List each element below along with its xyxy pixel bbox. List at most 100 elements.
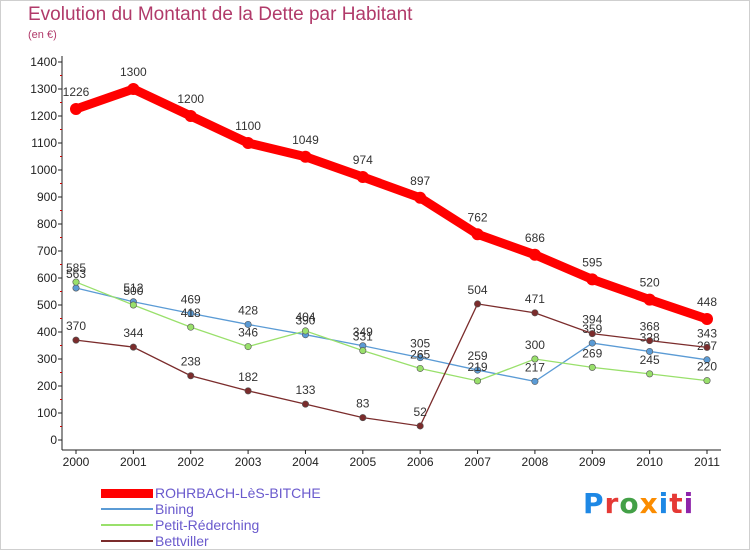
legend-label: Bettviller [155, 533, 209, 549]
data-label: 469 [181, 292, 201, 306]
data-point [70, 102, 82, 115]
data-label: 265 [410, 347, 430, 361]
data-label: 448 [697, 295, 717, 309]
x-tick-label: 2001 [120, 455, 147, 469]
data-label: 331 [353, 330, 373, 344]
data-label: 500 [123, 284, 143, 298]
data-point [359, 347, 367, 355]
legend-label: Petit-Réderching [155, 517, 260, 533]
data-label: 418 [181, 306, 201, 320]
y-tick-label: 1400 [30, 55, 57, 69]
data-label: 563 [66, 267, 86, 281]
data-point [72, 336, 80, 344]
data-point [474, 300, 482, 308]
data-label: 359 [582, 322, 602, 336]
data-label: 52 [414, 405, 428, 419]
data-label: 390 [295, 314, 315, 328]
data-label: 133 [295, 383, 315, 397]
legend-swatch [101, 489, 153, 498]
y-tick-label: 500 [37, 298, 57, 312]
data-label: 349 [353, 325, 373, 339]
data-point [244, 343, 252, 351]
data-point [244, 320, 252, 328]
data-point [299, 150, 312, 163]
data-point [184, 110, 197, 122]
x-tick-label: 2010 [636, 455, 663, 469]
x-tick-label: 2002 [177, 455, 204, 469]
data-label: 344 [123, 326, 143, 340]
x-tick-label: 2006 [407, 455, 434, 469]
chart-title: Evolution du Montant de la Dette par Hab… [28, 4, 413, 25]
data-point [301, 327, 309, 335]
series-line-3 [75, 303, 708, 427]
legend-swatch [101, 524, 153, 526]
data-point [187, 372, 195, 380]
y-tick-label: 100 [37, 406, 57, 420]
series-line-1 [75, 287, 708, 383]
data-point [646, 347, 654, 355]
legend-swatch [101, 540, 153, 542]
data-point [416, 422, 424, 430]
data-point [588, 330, 596, 338]
data-point [531, 355, 539, 363]
data-point [703, 356, 711, 364]
y-tick-label: 800 [37, 217, 57, 231]
data-point [416, 354, 424, 362]
data-label: 343 [697, 326, 717, 340]
data-point [187, 323, 195, 331]
y-tick-label: 200 [37, 379, 57, 393]
data-point [528, 248, 541, 261]
y-tick-label: 700 [37, 244, 57, 258]
y-tick-label: 1300 [30, 82, 57, 96]
data-point [643, 293, 656, 306]
legend-label: Bining [155, 501, 194, 517]
data-point [474, 366, 482, 374]
data-label: 182 [238, 370, 258, 384]
legend-label: ROHRBACH-LèS-BITCHE [155, 485, 321, 501]
data-label: 370 [66, 319, 86, 333]
data-point [471, 228, 484, 241]
data-label: 300 [525, 338, 545, 352]
data-label: 368 [640, 320, 660, 334]
x-tick-label: 2009 [579, 455, 606, 469]
data-point [414, 191, 427, 204]
data-point [244, 387, 252, 395]
y-tick-label: 600 [37, 271, 57, 285]
x-tick-label: 2007 [464, 455, 491, 469]
x-tick-label: 2005 [349, 455, 376, 469]
data-point [701, 313, 713, 326]
data-label: 238 [181, 355, 201, 369]
chart-subtitle: (en €) [28, 29, 57, 41]
y-tick-label: 300 [37, 352, 57, 366]
data-point [187, 309, 195, 317]
data-label: 585 [66, 261, 86, 275]
data-point [703, 377, 711, 385]
data-point [72, 284, 80, 292]
data-point [129, 343, 137, 351]
data-point [72, 278, 80, 286]
data-point [531, 377, 539, 385]
data-label: 259 [468, 349, 488, 363]
data-label: 471 [525, 292, 545, 306]
data-point [703, 343, 711, 351]
data-point [301, 400, 309, 408]
data-point [586, 273, 599, 286]
data-point [588, 363, 596, 371]
x-tick-label: 2003 [235, 455, 262, 469]
data-label: 346 [238, 326, 258, 340]
y-tick-label: 1200 [30, 109, 57, 123]
data-point [356, 171, 369, 184]
data-point [416, 364, 424, 372]
x-tick-label: 2011 [694, 455, 720, 469]
y-tick-label: 0 [50, 433, 57, 447]
data-label: 394 [582, 313, 602, 327]
y-tick-label: 900 [37, 190, 57, 204]
y-tick-label: 1000 [30, 163, 57, 177]
data-label: 1100 [235, 119, 261, 133]
y-tick-label: 1100 [31, 136, 57, 150]
data-label: 762 [468, 210, 488, 224]
data-label: 245 [640, 353, 660, 367]
data-label: 305 [410, 337, 430, 351]
